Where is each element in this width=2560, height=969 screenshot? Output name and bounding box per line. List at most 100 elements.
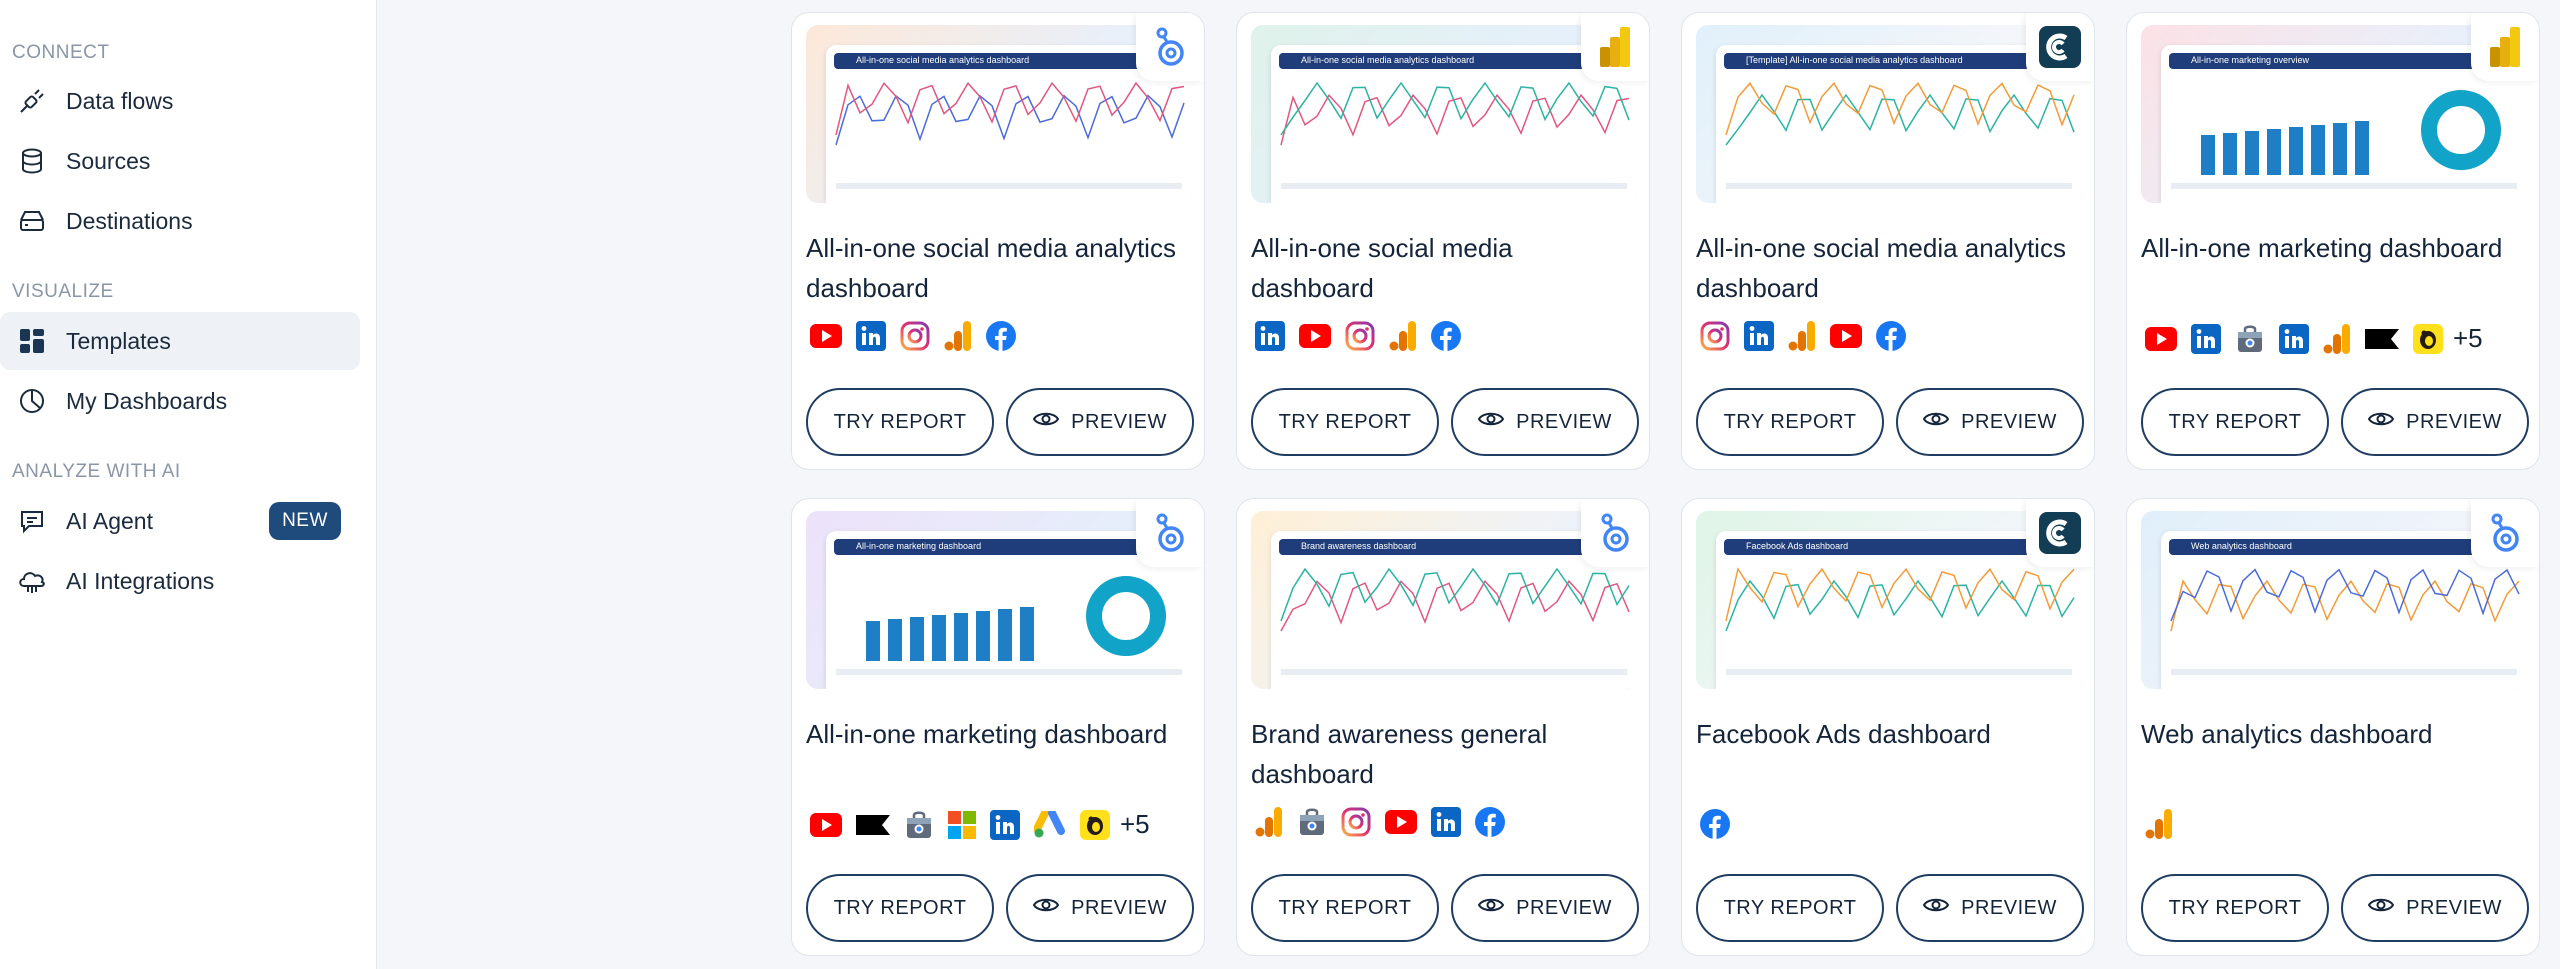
thumbnail-title: All-in-one marketing overview (2191, 55, 2310, 65)
template-card[interactable]: All-in-one social media analytics dashbo… (1236, 12, 1650, 470)
preview-button[interactable]: PREVIEW (1896, 388, 2084, 456)
looker-studio-icon (1136, 499, 1204, 567)
try-report-button[interactable]: TRY REPORT (1251, 388, 1439, 456)
thumbnail-header (1724, 53, 2082, 69)
sidebar-item-label: AI Agent (66, 507, 153, 534)
power-bi-icon (2471, 13, 2539, 81)
template-title: All-in-one social media analytics dashbo… (1696, 233, 2066, 303)
thumbnail-header (1279, 539, 1637, 555)
flag-icon (2365, 327, 2399, 351)
server-icon (16, 205, 48, 237)
sidebar-item-ai-agent[interactable]: AI Agent NEW (0, 492, 360, 550)
facebook-icon (986, 321, 1016, 351)
facebook-icon (1876, 321, 1906, 351)
sidebar-item-destinations[interactable]: Destinations (0, 192, 360, 250)
template-card[interactable]: Brand awareness dashboard Brand awarenes… (1236, 498, 1650, 956)
try-report-button[interactable]: TRY REPORT (2141, 874, 2329, 942)
google-analytics-icon (1255, 807, 1283, 837)
flag-icon (856, 813, 890, 837)
template-thumbnail: Facebook Ads dashboard (1696, 511, 2082, 689)
preview-label: PREVIEW (2406, 410, 2502, 433)
power-bi-icon (1581, 13, 1649, 81)
facebook-icon (1475, 807, 1505, 837)
sidebar-item-label: My Dashboards (66, 387, 228, 414)
preview-button[interactable]: PREVIEW (1896, 874, 2084, 942)
source-icons (1700, 809, 1730, 839)
sidebar-item-label: Sources (66, 147, 151, 174)
linkedin-icon (1431, 807, 1461, 837)
google-analytics-icon (2145, 809, 2173, 839)
preview-button[interactable]: PREVIEW (1451, 388, 1639, 456)
grid-icon (16, 325, 48, 357)
section-label-connect: CONNECT (12, 42, 110, 63)
sidebar-item-ai-integrations[interactable]: AI Integrations (0, 552, 360, 610)
eye-icon (1922, 410, 1961, 434)
linkedin-icon (1255, 321, 1285, 351)
template-card[interactable]: Web analytics dashboard Web analytics da… (2126, 498, 2540, 956)
template-thumbnail: Web analytics dashboard (2141, 511, 2527, 689)
template-thumbnail: [Template] All-in-one social media analy… (1696, 25, 2082, 203)
looker-studio-icon (1581, 499, 1649, 567)
thumbnail-header (1724, 539, 2082, 555)
preview-button[interactable]: PREVIEW (1451, 874, 1639, 942)
source-icons (810, 321, 1016, 351)
bag-icon (2235, 324, 2265, 354)
bag-icon (904, 810, 934, 840)
thumbnail-title: [Template] All-in-one social media analy… (1746, 55, 1963, 65)
template-card[interactable]: All-in-one social media analytics dashbo… (791, 12, 1205, 470)
more-sources-count: +5 (2453, 323, 2483, 353)
preview-label: PREVIEW (1516, 410, 1612, 433)
template-card[interactable]: All-in-one marketing dashboard All-in-on… (791, 498, 1205, 956)
thumbnail-header (2169, 53, 2527, 69)
section-label-analyze-with-ai: ANALYZE WITH AI (12, 461, 181, 482)
template-card[interactable]: All-in-one marketing overview All-in-one… (2126, 12, 2540, 470)
source-icons: +5 (810, 809, 1150, 840)
instagram-icon (1341, 807, 1371, 837)
youtube-icon (1385, 810, 1417, 834)
try-report-button[interactable]: TRY REPORT (2141, 388, 2329, 456)
sidebar-item-my-dashboards[interactable]: My Dashboards (0, 372, 360, 430)
mailchimp-icon (2413, 323, 2443, 354)
pie-chart-icon (16, 385, 48, 417)
thumbnail-title: Brand awareness dashboard (1301, 541, 1417, 551)
sidebar-item-label: Templates (66, 327, 171, 354)
coupler-icon (2026, 499, 2094, 567)
try-report-button[interactable]: TRY REPORT (1696, 874, 1884, 942)
preview-button[interactable]: PREVIEW (2341, 388, 2529, 456)
thumbnail-title: All-in-one marketing dashboard (856, 541, 982, 551)
instagram-icon (1345, 321, 1375, 351)
sidebar-item-label: AI Integrations (66, 567, 215, 594)
template-title: All-in-one social media dashboard (1251, 233, 1513, 303)
try-report-button[interactable]: TRY REPORT (1251, 874, 1439, 942)
source-icons (1255, 321, 1461, 351)
linkedin-icon (990, 809, 1020, 840)
new-badge: NEW (269, 502, 341, 540)
template-title: Facebook Ads dashboard (1696, 719, 1991, 749)
eye-icon (1477, 410, 1516, 434)
try-report-button[interactable]: TRY REPORT (806, 874, 994, 942)
thumbnail-header (834, 539, 1192, 555)
sidebar-item-data-flows[interactable]: Data flows (0, 72, 360, 130)
try-report-button[interactable]: TRY REPORT (806, 388, 994, 456)
sidebar-item-sources[interactable]: Sources (0, 132, 360, 190)
source-icons (2145, 809, 2173, 839)
sidebar-item-templates[interactable]: Templates (0, 312, 360, 370)
instagram-icon (1700, 321, 1730, 351)
template-card[interactable]: [Template] All-in-one social media analy… (1681, 12, 2095, 470)
source-icons (1255, 807, 1505, 837)
preview-button[interactable]: PREVIEW (2341, 874, 2529, 942)
google-analytics-icon (2323, 323, 2351, 354)
try-report-button[interactable]: TRY REPORT (1696, 388, 1884, 456)
preview-label: PREVIEW (1961, 896, 2057, 919)
template-card[interactable]: Facebook Ads dashboard Facebook Ads dash… (1681, 498, 2095, 956)
thumbnail-title: All-in-one social media analytics dashbo… (1301, 55, 1475, 65)
preview-button[interactable]: PREVIEW (1006, 874, 1194, 942)
microsoft-icon (948, 810, 976, 839)
eye-icon (1922, 896, 1961, 920)
eye-icon (1032, 410, 1071, 434)
preview-button[interactable]: PREVIEW (1006, 388, 1194, 456)
cloud-icon (16, 565, 48, 597)
google-ads-icon (1034, 810, 1066, 839)
google-analytics-icon (944, 321, 972, 351)
template-thumbnail: All-in-one marketing overview (2141, 25, 2527, 203)
